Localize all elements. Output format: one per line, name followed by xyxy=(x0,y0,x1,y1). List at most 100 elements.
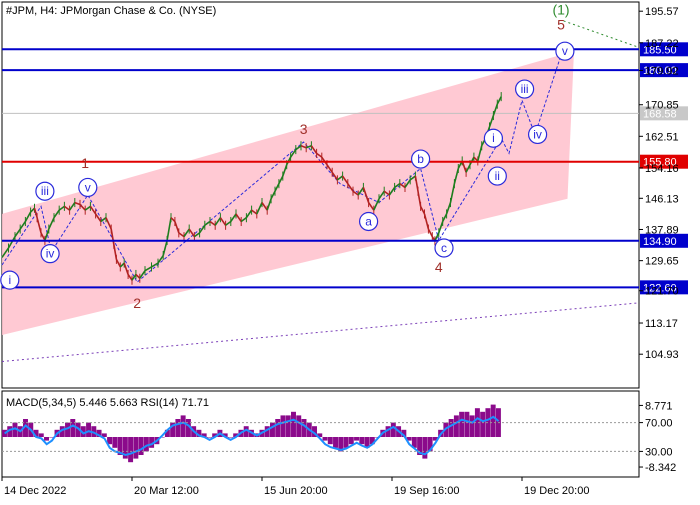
x-tick-label: 20 Mar 12:00 xyxy=(134,485,199,497)
macd-bar xyxy=(149,437,155,448)
wave-circle-iv xyxy=(527,124,548,145)
wave-circle-i xyxy=(0,270,20,290)
macd-bar xyxy=(422,437,428,459)
y-tick-label: 162.51 xyxy=(645,131,679,143)
price-segment xyxy=(166,217,172,241)
price-segment xyxy=(89,205,97,215)
price-segment xyxy=(139,270,146,279)
macd-bar xyxy=(227,437,233,438)
y-tick-label: 129.65 xyxy=(645,256,679,268)
price-segment xyxy=(270,190,276,200)
macd-bar xyxy=(233,433,239,437)
indicator-tick-label: 8.771 xyxy=(645,400,673,412)
wave-label-3: 3 xyxy=(300,121,308,137)
wave-label-ii: ii xyxy=(495,169,500,183)
price-segment xyxy=(266,198,272,211)
price-segment xyxy=(183,228,190,238)
macd-bar xyxy=(243,426,249,437)
wave-circle-v xyxy=(78,177,98,198)
macd-bar xyxy=(312,426,317,437)
current-price-label: 168.58 xyxy=(643,108,677,120)
indicator-title: MACD(5,34,5) 5.446 5.663 RSI(14) 71.71 xyxy=(6,397,209,409)
price-segment xyxy=(362,187,370,203)
macd-bar xyxy=(196,429,202,437)
price-segment xyxy=(404,179,411,188)
y-tick-label: 154.16 xyxy=(645,163,679,175)
price-segment xyxy=(261,202,268,211)
price-segment xyxy=(58,205,65,211)
macd-bar xyxy=(348,437,354,445)
price-segment xyxy=(341,175,349,185)
macd-bar xyxy=(474,408,480,437)
price-segment xyxy=(378,190,385,200)
indicator-tick-label: -8.342 xyxy=(645,462,676,474)
price-segment xyxy=(162,240,168,256)
price-segment xyxy=(465,164,471,173)
y-tick-label: 179.92 xyxy=(645,65,679,77)
macd-bar xyxy=(369,437,375,445)
price-segment xyxy=(198,224,206,234)
rsi-line xyxy=(4,415,500,457)
macd-bar xyxy=(49,437,55,438)
macd-bar xyxy=(285,415,291,437)
wave-circle-iii xyxy=(35,181,55,201)
macd-bar xyxy=(359,437,365,445)
macd-bar xyxy=(38,433,44,437)
macd-bar xyxy=(469,415,475,437)
x-tick-label: 19 Sep 16:00 xyxy=(394,485,459,497)
macd-bar xyxy=(185,419,191,437)
macd-bar xyxy=(23,419,28,437)
price-segment xyxy=(214,217,222,226)
macd-bar xyxy=(275,419,281,437)
price-segment xyxy=(115,258,122,268)
y-tick-label: 113.17 xyxy=(645,318,678,330)
price-segment xyxy=(438,221,444,234)
rising-channel xyxy=(2,51,574,336)
macd-bar xyxy=(12,422,18,437)
symbol-title: #JPM, H4: JPMorgan Chase & Co. (NYSE) xyxy=(6,5,216,17)
level-tag-122.60 xyxy=(640,280,688,295)
level-label-185.50: 185.50 xyxy=(643,44,677,56)
wave-circle-iii xyxy=(514,79,535,99)
macd-bar xyxy=(406,437,412,441)
wave-label-iv: iv xyxy=(533,127,542,141)
macd-bar xyxy=(464,411,470,437)
macd-bar xyxy=(301,419,307,437)
price-segment xyxy=(477,145,483,162)
price-segment xyxy=(492,103,499,116)
macd-bar xyxy=(75,422,81,437)
price-segment xyxy=(383,190,390,196)
price-segment xyxy=(178,232,185,238)
price-segment xyxy=(100,217,107,223)
price-segment xyxy=(204,220,211,226)
macd-bar xyxy=(338,437,344,452)
price-segment xyxy=(488,115,495,128)
macd-bar xyxy=(80,426,86,437)
wave-label-5: 5 xyxy=(557,17,565,33)
macd-bar xyxy=(432,437,438,441)
price-segment xyxy=(193,232,201,238)
macd-bar xyxy=(96,429,102,437)
price-segment xyxy=(135,273,141,279)
price-segment xyxy=(316,152,323,158)
price-segment xyxy=(326,164,333,173)
price-segment xyxy=(427,228,434,237)
y-tick-label: 170.85 xyxy=(645,100,679,112)
price-segment xyxy=(310,145,318,154)
price-segment xyxy=(295,145,302,151)
wave-label-iii: iii xyxy=(521,82,529,96)
macd-bar xyxy=(7,426,13,437)
main-plot-frame xyxy=(1,1,640,389)
price-segment xyxy=(36,217,42,234)
macd-bar xyxy=(280,415,286,437)
wave-label-v: v xyxy=(85,180,91,194)
x-tick-label: 19 Dec 20:00 xyxy=(524,485,589,497)
macd-bar xyxy=(296,415,302,437)
macd-bar xyxy=(354,437,360,441)
price-segment xyxy=(336,175,344,181)
price-segment xyxy=(357,186,365,196)
macd-bar xyxy=(269,422,275,437)
y-tick-label: 121.70 xyxy=(645,286,679,298)
price-segment xyxy=(434,232,440,242)
